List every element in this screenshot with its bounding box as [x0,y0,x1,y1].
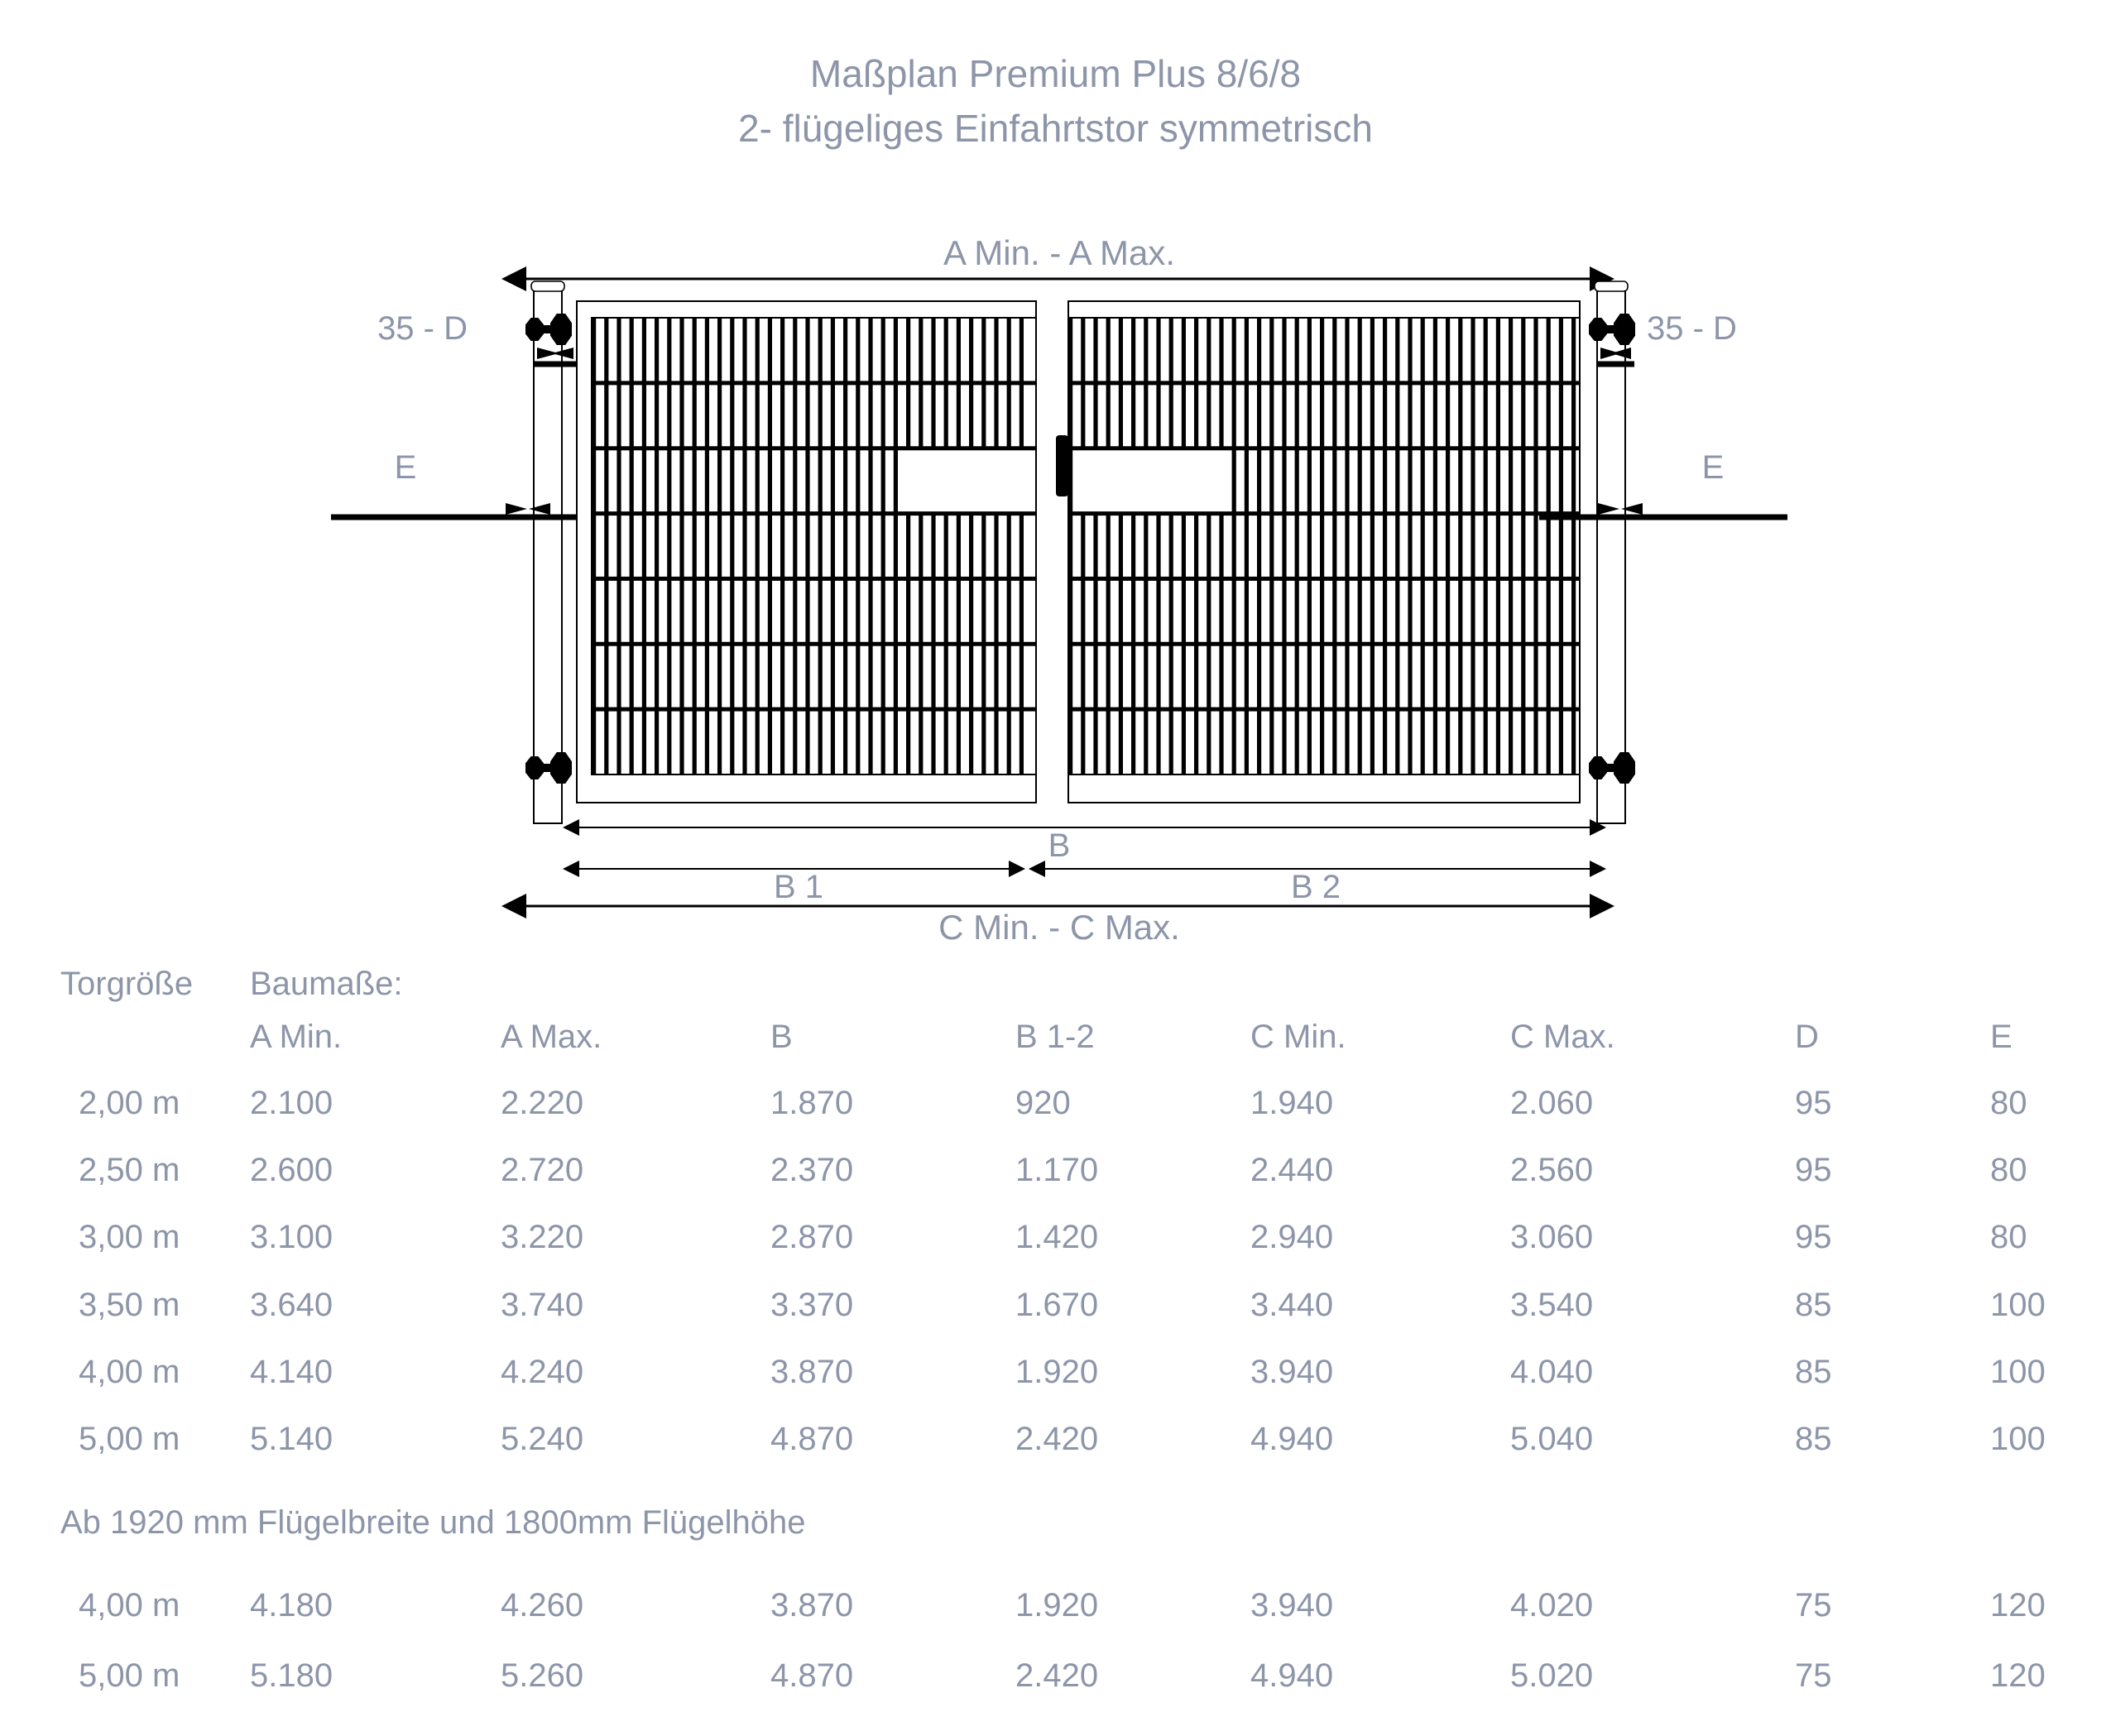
svg-text:B: B [1048,827,1071,864]
svg-text:B 2: B 2 [1291,869,1341,905]
svg-text:B 1: B 1 [774,869,823,905]
svg-text:C Min. - C Max.: C Min. - C Max. [938,908,1180,947]
